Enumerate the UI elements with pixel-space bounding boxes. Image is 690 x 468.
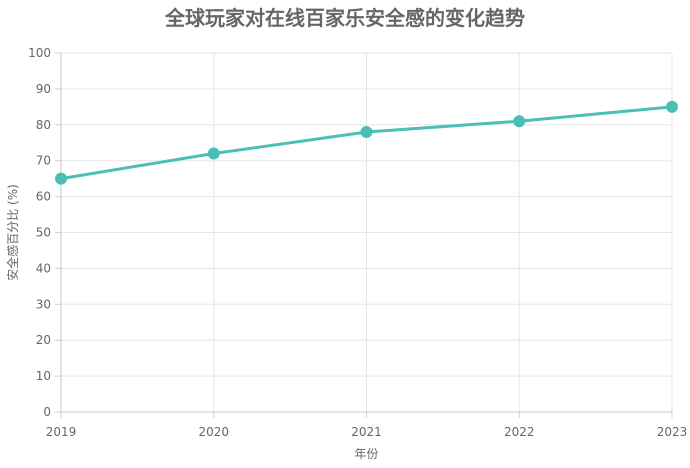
x-tick-label: 2020 bbox=[198, 425, 229, 439]
y-tick-label: 0 bbox=[43, 405, 51, 419]
grid-layer bbox=[60, 52, 673, 413]
x-tick-label: 2021 bbox=[351, 425, 382, 439]
data-point[interactable] bbox=[55, 172, 67, 185]
y-tick-label: 100 bbox=[28, 46, 51, 60]
y-tick-label: 60 bbox=[36, 190, 51, 204]
x-axis-title: 年份 bbox=[354, 447, 378, 461]
y-tick-label: 90 bbox=[36, 82, 51, 96]
y-tick-label: 20 bbox=[36, 333, 51, 347]
data-point[interactable] bbox=[666, 100, 678, 113]
data-point[interactable] bbox=[513, 115, 526, 128]
series-layer bbox=[55, 100, 678, 185]
x-tick-label: 2023 bbox=[657, 425, 688, 439]
chart-title: 全球玩家对在线百家乐安全感的变化趋势 bbox=[165, 6, 525, 30]
y-tick-label: 50 bbox=[36, 226, 51, 240]
x-tick-label: 2022 bbox=[504, 425, 535, 439]
x-tick-label: 2019 bbox=[46, 425, 77, 439]
y-axis-title: 安全感百分比 (%) bbox=[5, 184, 20, 281]
data-point[interactable] bbox=[207, 147, 220, 160]
y-tick-label: 70 bbox=[36, 154, 51, 168]
y-tick-label: 80 bbox=[36, 118, 51, 132]
axis-layer: 0 10 20 30 40 50 60 70 80 90 100 2019 2020 2021 2022 20… bbox=[28, 46, 687, 439]
y-tick-label: 10 bbox=[36, 369, 51, 383]
y-tick-label: 40 bbox=[36, 261, 51, 275]
data-point[interactable] bbox=[360, 125, 373, 138]
y-tick-label: 30 bbox=[36, 297, 51, 311]
